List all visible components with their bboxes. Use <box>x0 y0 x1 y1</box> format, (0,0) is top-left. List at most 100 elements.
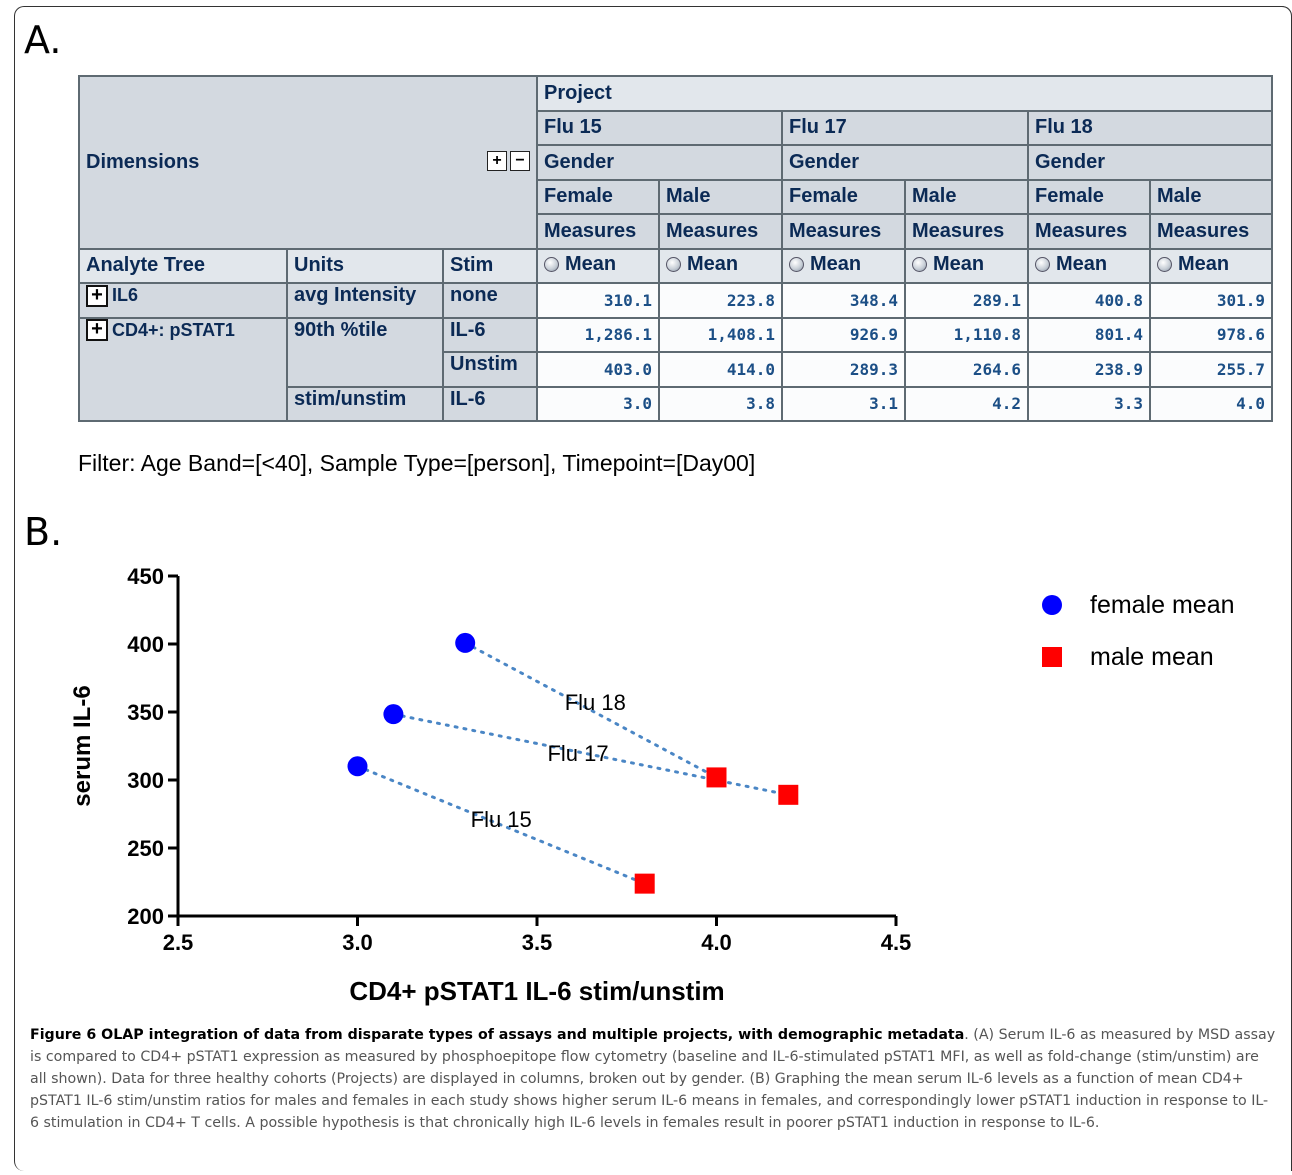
gender-male[interactable]: Male <box>904 178 1029 215</box>
gender-header: Gender <box>1027 144 1273 181</box>
female-mean-point <box>383 704 404 725</box>
stim-cell: none <box>442 282 538 319</box>
legend-label: female mean <box>1090 591 1235 619</box>
cohort-label: Flu 18 <box>565 690 626 715</box>
mean-radio-option[interactable]: Mean <box>1149 247 1273 284</box>
expand-tree-icon[interactable]: + <box>86 284 108 307</box>
mean-radio-option[interactable]: Mean <box>904 247 1029 284</box>
units-cell: stim/unstim <box>286 385 444 422</box>
units-header: Units <box>286 247 444 284</box>
table-row: + IL6 avg Intensity none 310.1 223.8 348.… <box>78 282 1273 319</box>
units-cell: avg Intensity <box>286 282 444 319</box>
measures-header: Measures <box>1149 213 1273 250</box>
y-tick-label: 250 <box>127 836 164 861</box>
value-cell: 4.2 <box>904 385 1029 422</box>
stim-cell: Unstim <box>442 351 538 388</box>
project-header: Project <box>536 75 1273 112</box>
table-row: stim/unstim IL-6 3.0 3.8 3.1 4.2 3.3 4.0 <box>79 385 1273 422</box>
y-tick-label: 400 <box>127 632 164 657</box>
value-cell: 238.9 <box>1027 351 1151 388</box>
value-cell: 1,110.8 <box>904 316 1029 353</box>
panel-a-label: A. <box>24 18 62 62</box>
measures-header: Measures <box>658 213 783 250</box>
figure-frame <box>14 6 1292 1171</box>
x-tick-label: 3.0 <box>342 930 373 955</box>
dimension-controls: + − <box>487 151 530 171</box>
value-cell: 400.8 <box>1027 282 1151 319</box>
measures-header: Measures <box>781 213 906 250</box>
value-cell: 348.4 <box>781 282 906 319</box>
y-tick-label: 350 <box>127 700 164 725</box>
value-cell: 310.1 <box>536 282 660 319</box>
x-axis-label: CD4+ pSTAT1 IL-6 stim/unstim <box>349 976 724 1006</box>
stim-header: Stim <box>442 247 538 284</box>
radio-icon[interactable] <box>789 257 804 273</box>
connector-line <box>356 764 647 886</box>
value-cell: 3.3 <box>1027 385 1151 422</box>
analyte-cd4-pstat1[interactable]: + CD4+: pSTAT1 <box>78 316 288 422</box>
measures-header: Measures <box>536 213 660 250</box>
y-tick-label: 200 <box>127 904 164 929</box>
value-cell: 255.7 <box>1149 351 1273 388</box>
value-cell: 1,408.1 <box>658 316 783 353</box>
expand-all-button[interactable]: + <box>487 151 507 171</box>
y-axis-label: serum IL-6 <box>69 685 96 806</box>
radio-icon[interactable] <box>544 257 559 273</box>
gender-header: Gender <box>781 144 1029 181</box>
analyte-il6[interactable]: + IL6 <box>78 282 288 319</box>
x-tick-label: 3.5 <box>522 930 553 955</box>
value-cell: 1,286.1 <box>536 316 660 353</box>
mean-radio-option[interactable]: Mean <box>781 247 906 284</box>
mean-radio-option[interactable]: Mean <box>536 247 660 284</box>
project-flu17[interactable]: Flu 17 <box>781 109 1029 146</box>
legend-label: male mean <box>1090 643 1214 671</box>
x-tick-label: 4.0 <box>701 930 732 955</box>
table-row: + CD4+: pSTAT1 90th %tile IL-6 1,286.1 1,… <box>78 316 1273 422</box>
radio-icon[interactable] <box>666 257 681 273</box>
legend-female-marker <box>1042 595 1062 615</box>
dimensions-label: Dimensions <box>86 150 200 173</box>
x-tick-label: 4.5 <box>881 930 912 955</box>
project-flu15[interactable]: Flu 15 <box>536 109 783 146</box>
legend-male-marker <box>1042 647 1062 667</box>
value-cell: 978.6 <box>1149 316 1273 353</box>
male-mean-point <box>634 873 655 894</box>
gender-male[interactable]: Male <box>1149 178 1273 215</box>
analyte-tree-header: Analyte Tree <box>78 247 288 284</box>
gender-female[interactable]: Female <box>536 178 660 215</box>
collapse-all-button[interactable]: − <box>510 151 530 171</box>
olap-table: Dimensions + − Project Flu 15 Flu 17 Flu… <box>78 75 1273 422</box>
expand-tree-icon[interactable]: + <box>86 319 108 342</box>
value-cell: 3.1 <box>781 385 906 422</box>
gender-header: Gender <box>536 144 783 181</box>
units-cell: 90th %tile <box>286 316 444 388</box>
female-mean-point <box>455 632 476 653</box>
value-cell: 289.1 <box>904 282 1029 319</box>
table-row: Unstim 403.0 414.0 289.3 264.6 238.9 255… <box>79 351 1273 388</box>
y-tick-label: 300 <box>127 768 164 793</box>
mean-radio-option[interactable]: Mean <box>1027 247 1151 284</box>
figure-caption: Figure 6 OLAP integration of data from d… <box>30 1024 1276 1134</box>
value-cell: 4.0 <box>1149 385 1273 422</box>
radio-icon[interactable] <box>912 257 927 273</box>
value-cell: 289.3 <box>781 351 906 388</box>
value-cell: 3.8 <box>658 385 783 422</box>
value-cell: 926.9 <box>781 316 906 353</box>
y-tick-label: 450 <box>127 564 164 589</box>
project-flu18[interactable]: Flu 18 <box>1027 109 1273 146</box>
mean-radio-option[interactable]: Mean <box>658 247 783 284</box>
gender-female[interactable]: Female <box>1027 178 1151 215</box>
cohort-label: Flu 15 <box>471 807 532 832</box>
connector-line <box>463 641 718 779</box>
caption-title: Figure 6 OLAP integration of data from d… <box>30 1027 965 1043</box>
gender-male[interactable]: Male <box>658 178 783 215</box>
x-tick-label: 2.5 <box>163 930 194 955</box>
value-cell: 414.0 <box>658 351 783 388</box>
radio-icon[interactable] <box>1035 257 1050 273</box>
figure-frame-right <box>1282 6 1292 1171</box>
measures-header: Measures <box>904 213 1029 250</box>
gender-female[interactable]: Female <box>781 178 906 215</box>
male-mean-point <box>778 784 799 805</box>
radio-icon[interactable] <box>1157 257 1172 273</box>
measures-header: Measures <box>1027 213 1151 250</box>
